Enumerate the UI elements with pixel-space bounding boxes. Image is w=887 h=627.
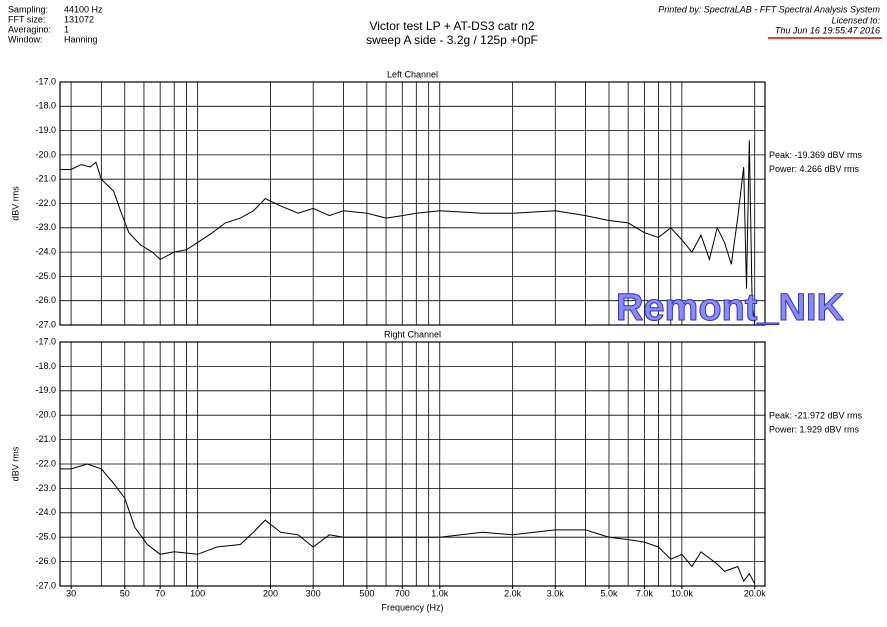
info-key: FFT size: (8, 14, 45, 24)
x-tick-label: 1.0k (431, 588, 449, 598)
y-tick-label: -19.0 (35, 385, 56, 395)
y-tick-label: -27.0 (35, 319, 56, 329)
panel-title: Left Channel (387, 69, 438, 79)
y-tick-label: -26.0 (35, 556, 56, 566)
x-tick-label: 50 (120, 588, 130, 598)
y-tick-label: -22.0 (35, 198, 56, 208)
plot-frame (59, 341, 766, 587)
y-tick-label: -26.0 (35, 295, 56, 305)
y-tick-label: -21.0 (35, 434, 56, 444)
info-value: 44100 Hz (64, 4, 103, 14)
x-tick-label: 30 (66, 588, 76, 598)
licensed: Licensed to: (831, 15, 880, 25)
info-value: 131072 (64, 14, 94, 24)
annotation: Peak: -19.369 dBV rms (769, 150, 863, 160)
info-value: 1 (64, 24, 69, 34)
y-tick-label: -22.0 (35, 458, 56, 468)
x-axis-label: Frequency (Hz) (381, 602, 443, 612)
x-tick-label: 70 (155, 588, 165, 598)
info-value: Hanning (64, 34, 98, 44)
y-tick-label: -18.0 (35, 101, 56, 111)
y-tick-label: -20.0 (35, 149, 56, 159)
x-tick-label: 200 (263, 588, 278, 598)
y-tick-label: -17.0 (35, 336, 56, 346)
printed-by: Printed by: SpectraLAB - FFT Spectral An… (658, 4, 880, 14)
watermark: Remont_NIK (616, 287, 845, 329)
y-tick-label: -23.0 (35, 483, 56, 493)
data-line (60, 140, 756, 326)
data-line (60, 463, 756, 584)
annotation: Peak: -21.972 dBV rms (769, 410, 863, 420)
plot-frame (59, 81, 766, 326)
title: Victor test LP + AT-DS3 catr n2 (369, 19, 534, 33)
x-tick-label: 5.0k (600, 588, 618, 598)
x-tick-label: 10.0k (671, 588, 694, 598)
y-tick-label: -25.0 (35, 532, 56, 542)
y-tick-label: -24.0 (35, 246, 56, 256)
x-tick-label: 100 (190, 588, 205, 598)
info-key: Sampling: (8, 4, 48, 14)
x-tick-label: 2.0k (504, 588, 522, 598)
x-tick-label: 20.0k (744, 588, 767, 598)
x-tick-label: 700 (395, 588, 410, 598)
x-tick-label: 500 (359, 588, 374, 598)
x-tick-label: 7.0k (636, 588, 654, 598)
info-key: Window: (8, 34, 43, 44)
x-tick-label: 300 (306, 588, 321, 598)
y-tick-label: -17.0 (35, 76, 56, 86)
y-tick-label: -21.0 (35, 174, 56, 184)
x-tick-label: 3.0k (547, 588, 565, 598)
y-tick-label: -19.0 (35, 125, 56, 135)
info-key: Averagino: (8, 24, 51, 34)
subtitle: sweep A side - 3.2g / 125p +0pF (366, 33, 538, 47)
annotation: Power: 4.266 dBV rms (769, 164, 860, 174)
panel-title: Right Channel (384, 329, 441, 339)
y-tick-label: -25.0 (35, 271, 56, 281)
y-tick-label: -20.0 (35, 410, 56, 420)
annotation: Power: 1.929 dBV rms (769, 424, 860, 434)
y-tick-label: -18.0 (35, 361, 56, 371)
y-tick-label: -23.0 (35, 222, 56, 232)
y-tick-label: -24.0 (35, 507, 56, 517)
y-axis-label: dBV rms (10, 186, 20, 221)
y-axis-label: dBV rms (10, 446, 20, 481)
y-tick-label: -27.0 (35, 580, 56, 590)
date: Thu Jun 16 19:55:47 2016 (775, 25, 880, 35)
